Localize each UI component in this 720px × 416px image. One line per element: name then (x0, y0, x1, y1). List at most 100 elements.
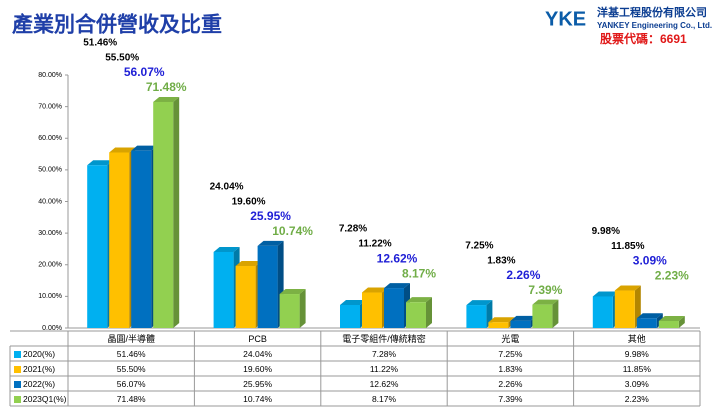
bar (466, 305, 487, 328)
bar (384, 288, 404, 328)
table-cell: 1.83% (498, 364, 523, 374)
x-tick-label: 其他 (628, 333, 646, 344)
table-cell: 2.26% (498, 379, 523, 389)
x-tick-label: 光電 (501, 333, 519, 344)
table-cell: 8.17% (372, 394, 397, 404)
table-cell: 11.22% (370, 364, 399, 374)
x-tick-label: 晶圓/半導體 (107, 333, 155, 344)
data-label: 2.23% (655, 269, 689, 283)
bar-top (406, 297, 432, 303)
bar-top (153, 96, 180, 102)
data-label: 25.95% (250, 209, 291, 223)
legend-label: 2021(%) (23, 364, 55, 374)
bar-top (131, 145, 158, 151)
bar-top (384, 283, 410, 289)
legend-swatch (14, 381, 21, 388)
x-tick-label: 電子零組件/傳統精密 (342, 333, 426, 344)
bar-top (109, 147, 136, 153)
bar-top (532, 299, 559, 305)
data-label: 55.50% (105, 53, 139, 64)
y-tick-label: 20.00% (38, 262, 62, 269)
data-label: 19.60% (232, 197, 266, 208)
bar-top (488, 317, 515, 323)
bar (406, 302, 426, 328)
legend-label: 2020(%) (23, 349, 55, 359)
bar (340, 304, 360, 328)
data-label: 1.83% (487, 255, 515, 266)
bar-top (658, 315, 685, 321)
stock-code: 股票代碼：6691 (600, 31, 687, 46)
bar (532, 304, 553, 328)
data-label: 11.85% (611, 241, 644, 252)
bar (257, 245, 278, 328)
y-tick-label: 50.00% (38, 167, 62, 174)
table-cell: 2.23% (625, 394, 650, 404)
legend-label: 2022(%) (23, 379, 55, 389)
table-cell: 7.25% (498, 349, 523, 359)
logo: YKE (545, 8, 586, 30)
y-tick-label: 80.00% (38, 72, 62, 79)
table-cell: 19.60% (243, 364, 272, 374)
data-label: 3.09% (633, 254, 667, 268)
bar-top (340, 299, 366, 305)
company-en: YANKEY Engineering Co., Ltd. (597, 21, 712, 30)
legend-swatch (14, 351, 21, 358)
bar (109, 152, 130, 328)
bar (488, 322, 509, 328)
table-cell: 10.74% (243, 394, 272, 404)
bar-top (636, 313, 663, 319)
bar-top (466, 300, 493, 306)
legend-swatch (14, 396, 21, 403)
data-label: 56.07% (124, 65, 165, 79)
bar-top (592, 291, 619, 297)
bar (614, 290, 635, 328)
bar-side (299, 289, 306, 328)
table-cell: 7.39% (498, 394, 523, 404)
y-tick-label: 0.00% (42, 325, 62, 332)
data-label: 51.46% (83, 38, 117, 49)
table-cell: 51.46% (117, 349, 146, 359)
bar (510, 320, 531, 328)
bar (279, 294, 300, 328)
table-cell: 7.28% (372, 349, 397, 359)
bar (213, 251, 234, 328)
bar (658, 320, 679, 328)
y-tick-label: 40.00% (38, 198, 62, 205)
table-cell: 56.07% (117, 379, 146, 389)
data-label: 12.62% (377, 251, 418, 265)
x-tick-label: PCB (248, 334, 267, 344)
data-label: 7.28% (339, 224, 367, 235)
y-tick-label: 30.00% (38, 230, 62, 237)
table-cell: 25.95% (243, 379, 272, 389)
company-name: 洋基工程股份有限公司 (597, 5, 707, 19)
table-cell: 12.62% (370, 379, 399, 389)
bar-side (678, 315, 685, 328)
bar-side (552, 299, 559, 328)
bar-side (426, 297, 432, 328)
data-label: 10.74% (272, 224, 313, 238)
data-label: 7.25% (465, 240, 493, 251)
bar (636, 318, 657, 328)
bar-top (235, 261, 262, 267)
data-label: 71.48% (146, 80, 187, 94)
bar (362, 292, 382, 328)
table-cell: 55.50% (117, 364, 146, 374)
bar-top (257, 240, 284, 246)
bar-top (362, 287, 388, 293)
data-label: 8.17% (402, 266, 436, 280)
bar-top (614, 285, 641, 291)
y-tick-label: 70.00% (38, 103, 62, 110)
table-cell: 71.48% (117, 394, 146, 404)
chart-title: 產業別合併營收及比重 (12, 13, 222, 37)
y-tick-label: 60.00% (38, 135, 62, 142)
data-label: 2.26% (506, 268, 540, 282)
bar-side (173, 96, 180, 328)
bar (131, 150, 152, 328)
data-label: 9.98% (592, 226, 620, 237)
data-label: 7.39% (528, 283, 562, 297)
bar-top (213, 246, 240, 252)
legend-swatch (14, 366, 21, 373)
table-cell: 3.09% (625, 379, 650, 389)
table-cell: 9.98% (625, 349, 650, 359)
